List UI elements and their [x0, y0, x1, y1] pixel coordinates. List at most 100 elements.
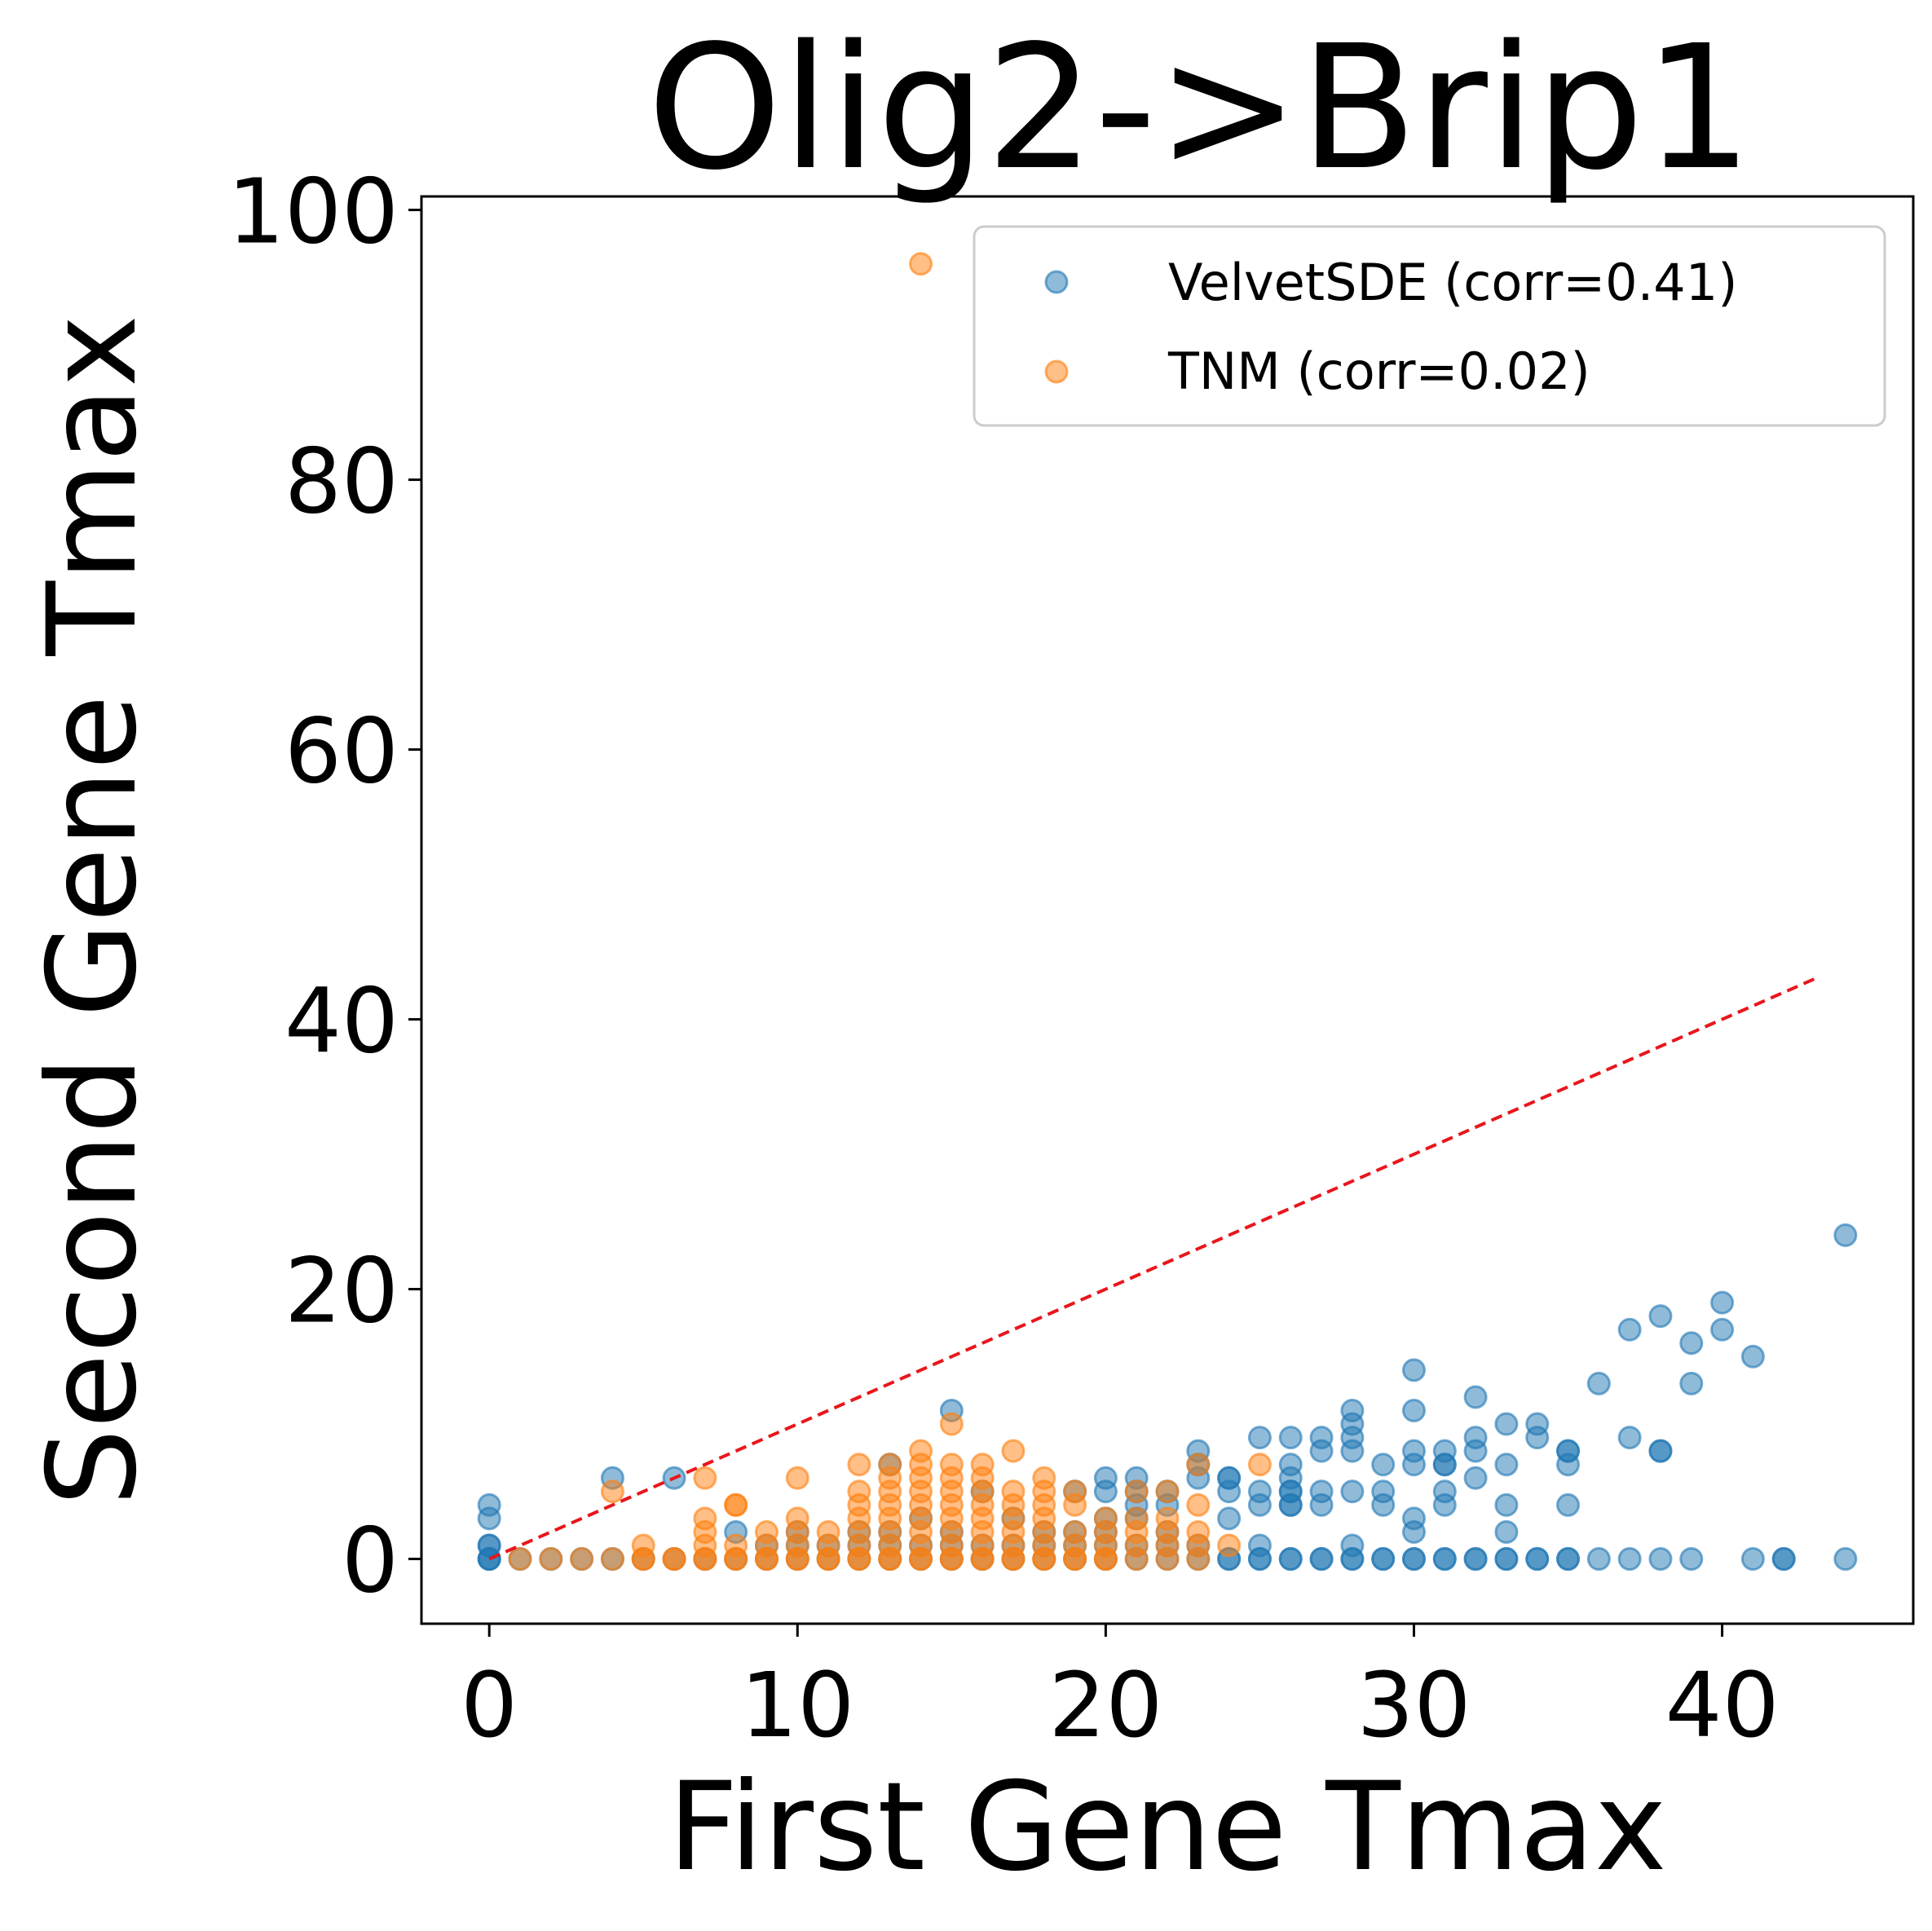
data-point [1309, 1426, 1334, 1450]
data-point [878, 1453, 902, 1477]
data-point [1525, 1547, 1550, 1572]
data-point [477, 1492, 501, 1517]
data-point [1648, 1304, 1673, 1329]
data-point [1494, 1547, 1519, 1572]
data-point [1155, 1506, 1180, 1531]
data-point [1247, 1533, 1272, 1558]
data-point [1032, 1466, 1056, 1490]
data-point [1710, 1290, 1735, 1315]
legend: VelvetSDE (corr=0.41) TNM (corr=0.02) [973, 225, 1886, 427]
y-tick-label: 0 [342, 1509, 399, 1613]
data-point [1371, 1547, 1396, 1572]
data-point [1740, 1344, 1765, 1369]
data-point [1740, 1547, 1765, 1572]
data-point [1463, 1385, 1488, 1409]
data-point [1247, 1426, 1272, 1450]
data-point [1679, 1547, 1704, 1572]
data-point [1432, 1479, 1457, 1504]
data-point [1494, 1453, 1519, 1477]
x-tick-label: 30 [1356, 1653, 1471, 1757]
data-point [724, 1492, 748, 1517]
data-point [1309, 1479, 1334, 1504]
data-point [1463, 1547, 1488, 1572]
series-1 [508, 252, 1272, 1572]
y-tick-label: 20 [285, 1239, 399, 1343]
data-point [1586, 1371, 1611, 1395]
data-point [631, 1533, 655, 1558]
x-tick-label: 40 [1665, 1653, 1780, 1757]
data-point [1278, 1426, 1303, 1450]
data-point [1401, 1547, 1426, 1572]
data-point [1063, 1479, 1087, 1504]
data-point [939, 1453, 964, 1477]
data-point [477, 1533, 501, 1558]
data-point [600, 1479, 624, 1504]
data-point [1586, 1547, 1611, 1572]
data-point [970, 1453, 995, 1477]
data-point [1771, 1547, 1796, 1572]
data-point [1494, 1519, 1519, 1544]
data-point [1093, 1506, 1118, 1531]
data-point [1001, 1479, 1026, 1504]
x-tick-label: 10 [740, 1653, 854, 1757]
data-point [1525, 1412, 1550, 1436]
y-tick-label: 60 [285, 699, 399, 804]
data-point [1278, 1453, 1303, 1477]
data-point [1063, 1519, 1087, 1544]
data-point [1617, 1317, 1642, 1342]
data-point [1679, 1331, 1704, 1356]
x-axis: 0 10 20 30 40 [461, 1624, 1780, 1757]
x-axis-label: First Gene Tmax [668, 1757, 1666, 1898]
data-point [1833, 1547, 1858, 1572]
data-point [1186, 1453, 1211, 1477]
legend-marker-tnm [1044, 359, 1069, 384]
x-tick-label: 20 [1048, 1653, 1162, 1757]
data-point [1432, 1547, 1457, 1572]
data-point [785, 1466, 809, 1490]
data-point [1432, 1439, 1457, 1463]
data-point [847, 1453, 871, 1477]
data-point [724, 1533, 748, 1558]
plot-area: 0 10 20 30 40 0 20 40 60 80 100 [227, 160, 1915, 1757]
data-point [1278, 1547, 1303, 1572]
data-point [1340, 1399, 1365, 1423]
reference-line [488, 977, 1815, 1561]
x-tick-label: 0 [461, 1653, 518, 1757]
legend-marker-velvetsde [1044, 270, 1069, 294]
data-point [1217, 1506, 1242, 1531]
data-point [1247, 1479, 1272, 1504]
data-point [1186, 1519, 1211, 1544]
data-point [1556, 1439, 1581, 1463]
data-point [1217, 1533, 1242, 1558]
data-point [1371, 1479, 1396, 1504]
reference-line-layer [488, 977, 1815, 1561]
data-point [1001, 1439, 1026, 1463]
data-point [1186, 1492, 1211, 1517]
data-point [1556, 1492, 1581, 1517]
data-point [1340, 1479, 1365, 1504]
data-point [816, 1519, 840, 1544]
data-point [1093, 1466, 1118, 1490]
y-axis: 0 20 40 60 80 100 [227, 160, 421, 1613]
data-point [539, 1547, 563, 1572]
data-point [1617, 1547, 1642, 1572]
data-point [662, 1547, 686, 1572]
data-point [1124, 1479, 1149, 1504]
data-point [570, 1547, 594, 1572]
data-point [1463, 1466, 1488, 1490]
data-point [909, 252, 933, 276]
plot-frame [420, 195, 1915, 1625]
data-point [1833, 1223, 1858, 1247]
data-point [1617, 1426, 1642, 1450]
data-point [1648, 1547, 1673, 1572]
chart-title: Olig2->Brip1 [647, 8, 1753, 208]
data-point [508, 1547, 532, 1572]
legend-box [973, 225, 1886, 427]
data-point [693, 1506, 717, 1531]
data-point [1679, 1371, 1704, 1395]
data-point [1247, 1453, 1272, 1477]
data-point [1371, 1453, 1396, 1477]
data-point [1217, 1466, 1242, 1490]
